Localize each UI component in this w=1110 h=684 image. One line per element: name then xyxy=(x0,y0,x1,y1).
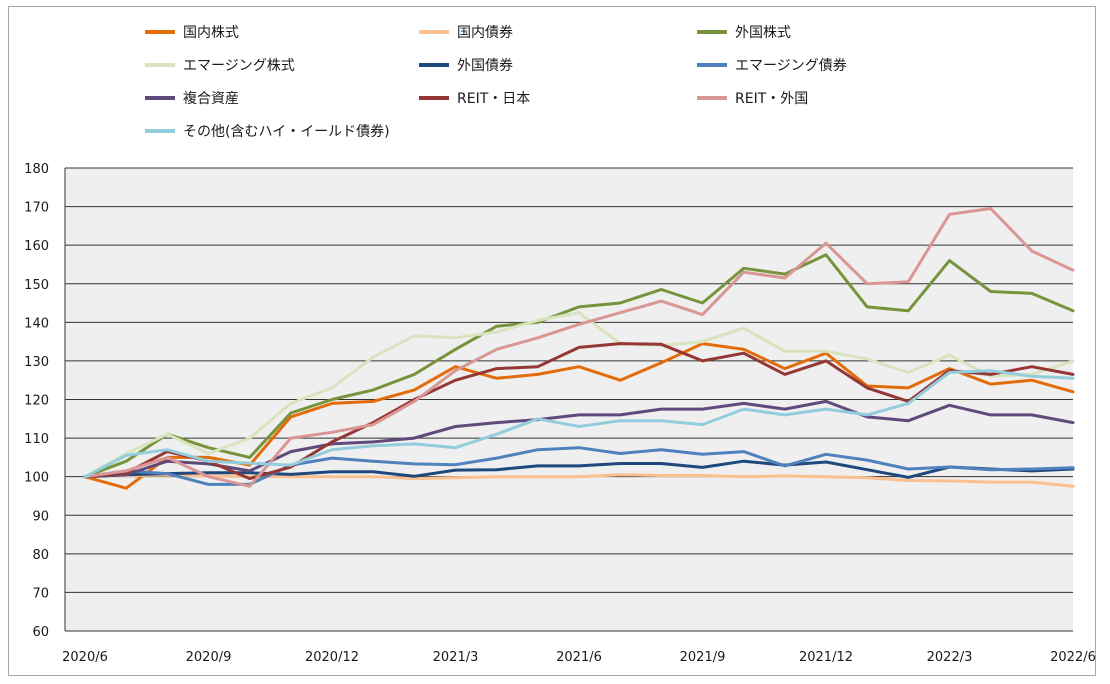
legend-label-7: 複合資産 xyxy=(183,90,239,107)
legend-label-4: エマージング株式 xyxy=(183,58,295,74)
legend-label-5: 外国債券 xyxy=(457,58,513,74)
legend-label-10: その他(含むハイ・イールド債券) xyxy=(183,124,390,140)
legend-label-1: 国内株式 xyxy=(183,25,239,41)
legend-label-8: REIT・日本 xyxy=(457,91,530,107)
y-tick-label: 90 xyxy=(32,509,49,524)
y-tick-label: 150 xyxy=(24,278,49,293)
legend-label-6: エマージング債券 xyxy=(735,58,847,74)
series-line-9 xyxy=(83,207,1075,488)
chart-frame: 60 70 80 90 100 110 120 130 140 150 160 170 180 2020/… xyxy=(8,6,1096,676)
y-tick-label: 120 xyxy=(24,394,49,409)
y-tick-label: 70 xyxy=(32,586,49,601)
legend-label-3: 外国株式 xyxy=(735,25,791,41)
y-tick-label: 80 xyxy=(32,548,49,563)
series-line-3 xyxy=(83,253,1075,479)
x-tick-label: 2021/3 xyxy=(433,650,479,665)
x-tick-label: 2020/9 xyxy=(186,650,232,665)
x-tick-label: 2020/6 xyxy=(62,650,108,665)
y-tick-label: 130 xyxy=(24,355,49,370)
y-tick-label: 170 xyxy=(24,201,49,216)
legend-label-9: REIT・外国 xyxy=(735,91,808,107)
x-tick-label: 2022/3 xyxy=(927,650,973,665)
y-tick-label: 60 xyxy=(32,625,49,640)
y-tick-label: 180 xyxy=(24,162,49,177)
x-tick-label: 2021/9 xyxy=(680,650,726,665)
series-line-2 xyxy=(83,473,1075,488)
x-tick-label: 2021/6 xyxy=(556,650,602,665)
series-line-4 xyxy=(83,311,1075,479)
x-tick-label: 2021/12 xyxy=(799,650,853,665)
series-line-5 xyxy=(83,459,1075,479)
y-tick-label: 140 xyxy=(24,316,49,331)
y-tick-label: 160 xyxy=(24,239,49,254)
series-line-10 xyxy=(83,369,1075,479)
y-tick-label: 110 xyxy=(24,432,49,447)
series-line-1 xyxy=(83,342,1075,490)
y-tick-label: 100 xyxy=(24,471,49,486)
line-chart: 60 70 80 90 100 110 120 130 140 150 160 170 180 2020/… xyxy=(24,25,1096,665)
x-tick-label: 2022/6 xyxy=(1050,650,1096,665)
series-line-8 xyxy=(83,342,1075,481)
x-tick-label: 2020/12 xyxy=(305,650,359,665)
series-line-7 xyxy=(83,399,1075,479)
legend-label-2: 国内債券 xyxy=(457,25,513,41)
